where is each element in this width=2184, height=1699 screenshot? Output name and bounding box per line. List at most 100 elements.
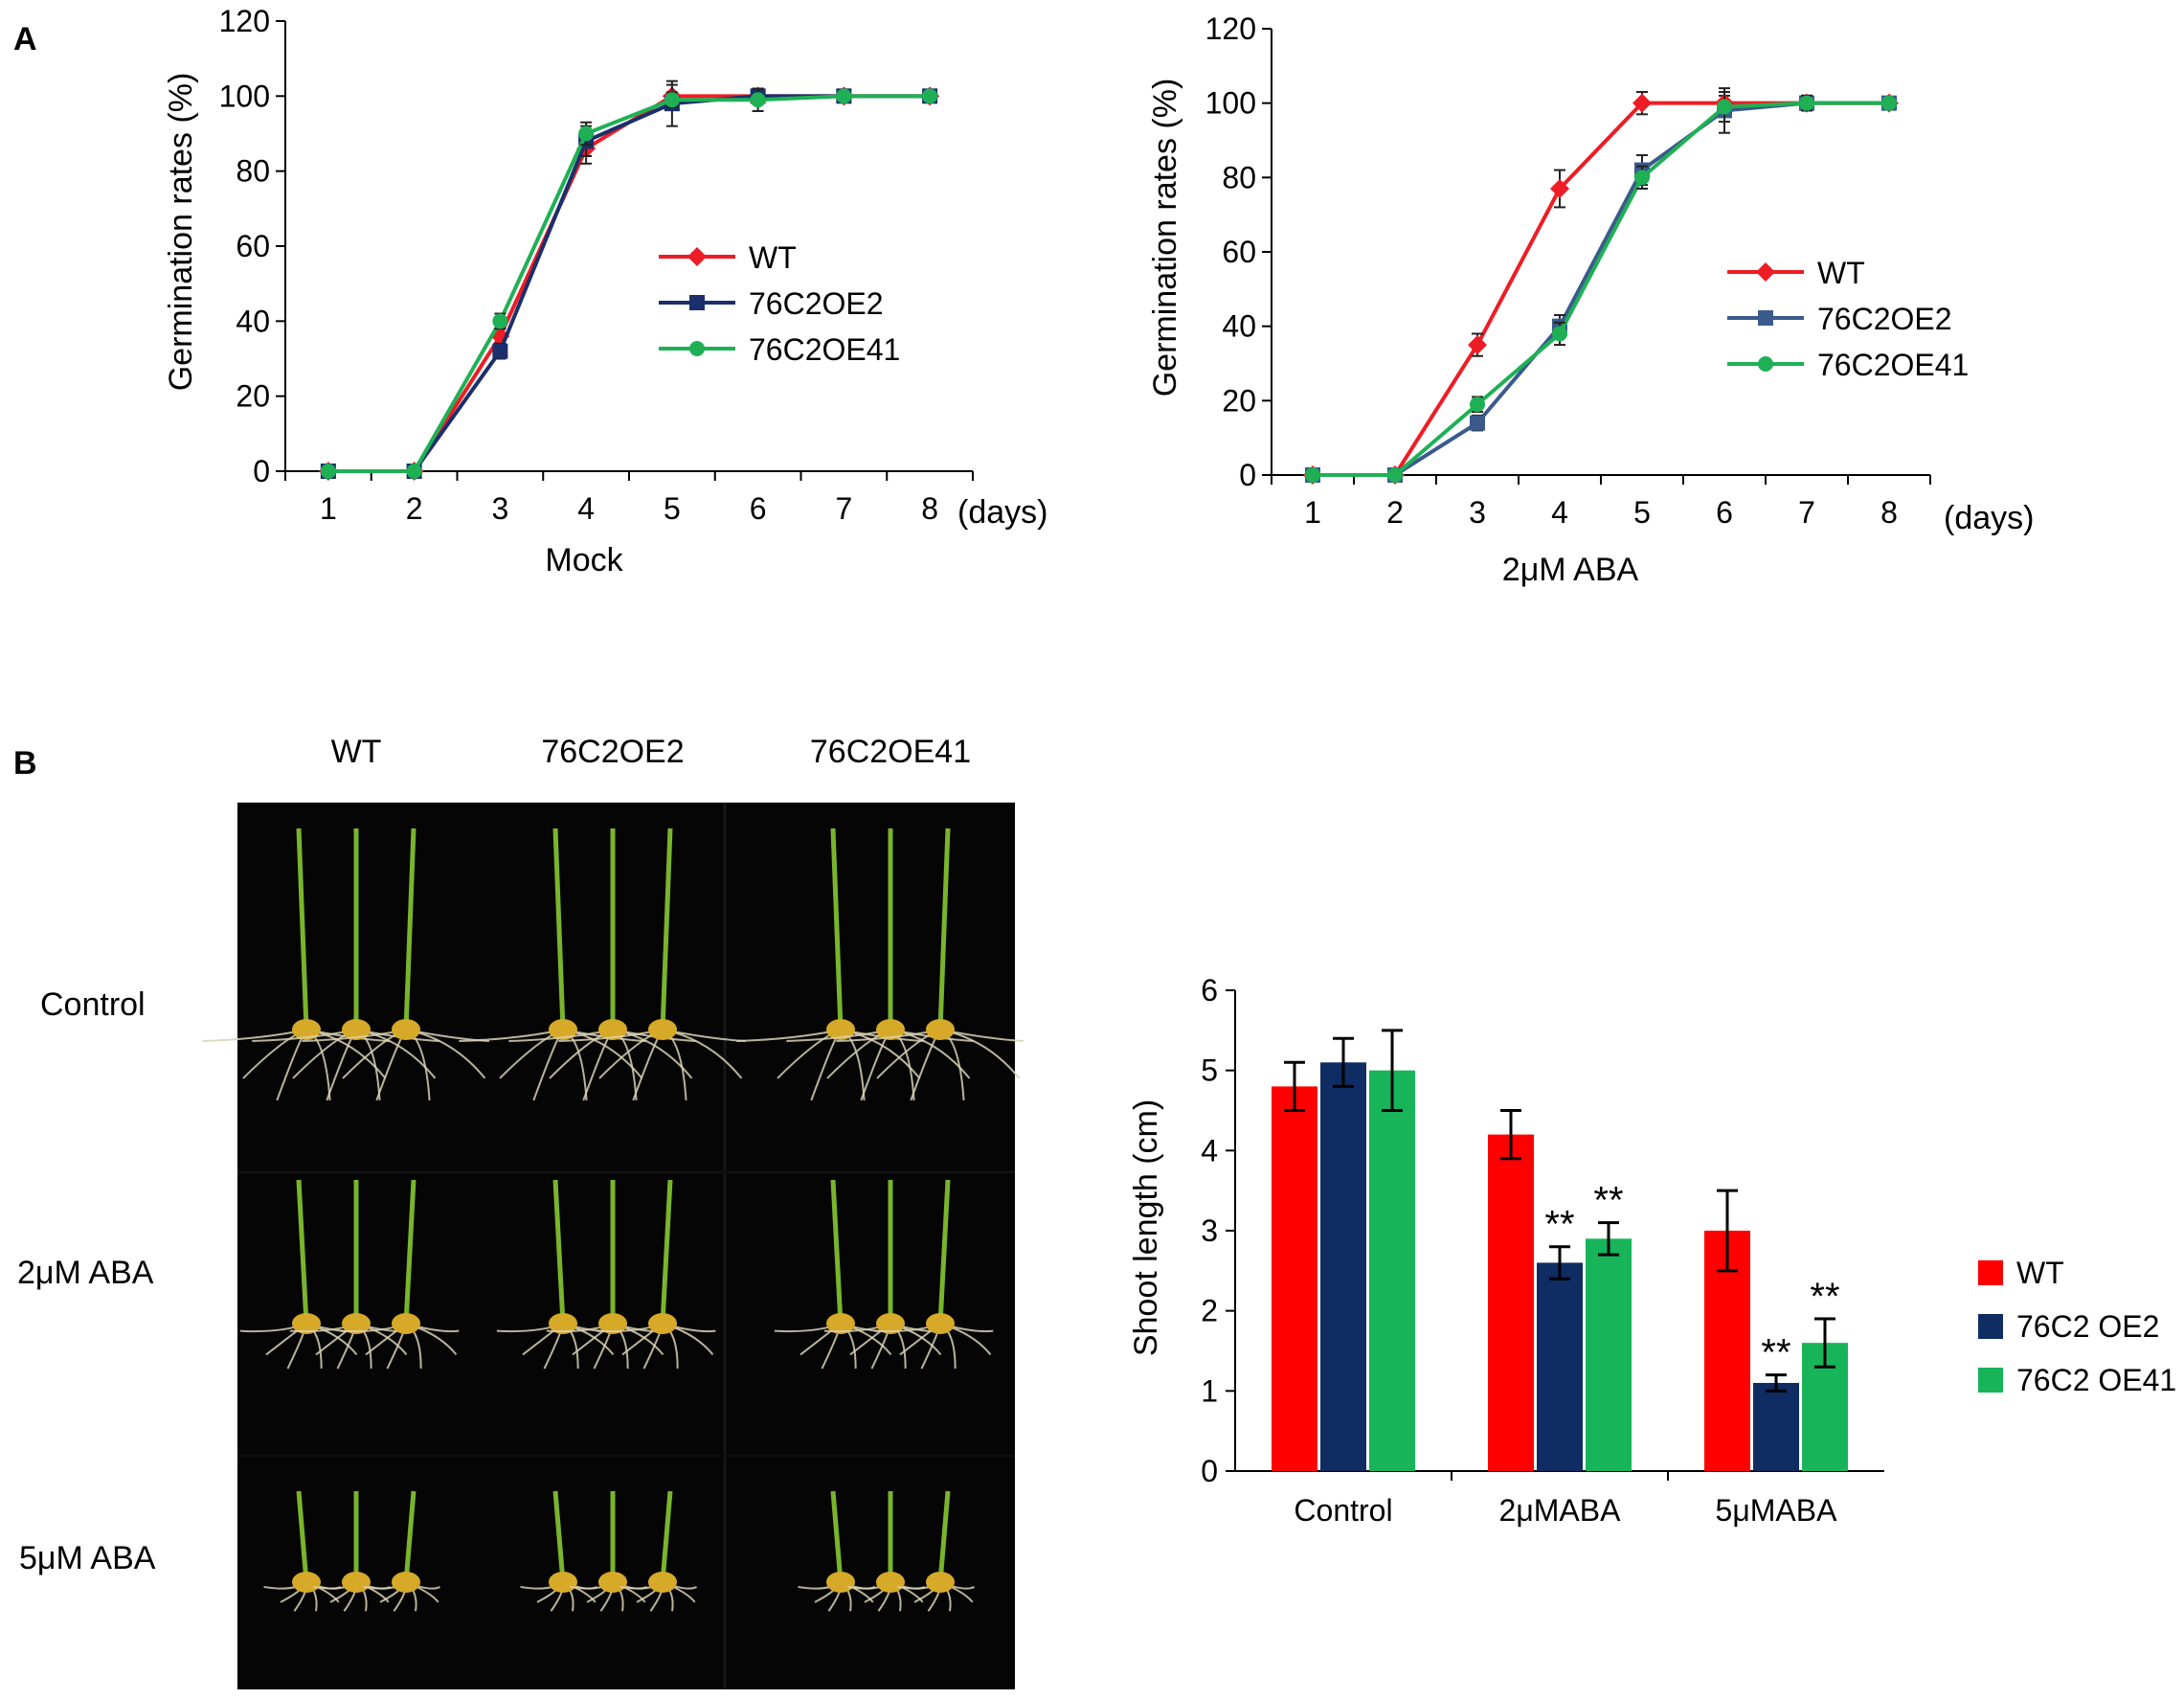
seed xyxy=(342,1313,371,1334)
y-tick-label: 2 xyxy=(1201,1294,1218,1328)
legend-label-1: 76C2 OE2 xyxy=(2016,1309,2159,1344)
seed xyxy=(292,1572,321,1593)
seed xyxy=(876,1019,905,1040)
bar-2 xyxy=(1586,1238,1632,1471)
seed xyxy=(926,1572,955,1593)
data-point-2 xyxy=(922,88,938,104)
legend-label-2: 76C2OE41 xyxy=(749,332,900,367)
data-point-2 xyxy=(1387,467,1403,483)
data-point-0 xyxy=(1550,178,1569,198)
seedling-shoot xyxy=(403,827,417,1031)
seed xyxy=(392,1572,420,1593)
seed xyxy=(549,1019,577,1040)
data-point-2 xyxy=(1717,99,1732,115)
seed xyxy=(549,1572,577,1593)
x-tick-label: 2 xyxy=(406,491,423,526)
bar-1 xyxy=(1753,1382,1799,1471)
x-tick-label: 4 xyxy=(577,491,595,526)
legend-swatch-2 xyxy=(1978,1368,2003,1393)
seed xyxy=(876,1572,905,1593)
data-point-2 xyxy=(1305,467,1320,483)
seedling-shoot xyxy=(552,1179,566,1325)
seed xyxy=(392,1313,420,1334)
data-point-2 xyxy=(492,313,508,329)
y-tick-label: 1 xyxy=(1201,1373,1218,1408)
data-point-2 xyxy=(1634,170,1650,186)
x-tick-label: 5 xyxy=(1633,495,1651,530)
photo-row-label-2um-aba: 2μM ABA xyxy=(17,1255,154,1291)
data-point-2 xyxy=(578,125,595,142)
legend-swatch-1 xyxy=(1978,1314,2003,1339)
seed xyxy=(598,1019,627,1040)
chart2-xlabel: 2μM ABA xyxy=(1502,552,1639,588)
seedling-shoot xyxy=(937,1179,951,1325)
y-tick-label: 60 xyxy=(236,229,270,263)
legend-marker-2 xyxy=(689,341,705,356)
seed xyxy=(926,1019,955,1040)
germination-chart-aba: Germination rates (%) 2μM ABA (days) 0 20… xyxy=(1147,11,2034,588)
seed xyxy=(648,1313,677,1334)
seed xyxy=(826,1313,855,1334)
chart1-xlabel: Mock xyxy=(545,542,623,578)
series-line-0 xyxy=(327,94,931,473)
significance-label: ** xyxy=(1593,1180,1623,1222)
y-tick-label: 60 xyxy=(1222,235,1256,269)
significance-label: ** xyxy=(1810,1276,1839,1318)
series-line-2 xyxy=(327,94,931,473)
chart2-xunit: (days) xyxy=(1944,500,2034,536)
bar-2 xyxy=(1369,1070,1415,1471)
series-line-0 xyxy=(1313,101,1889,477)
y-tick-label: 40 xyxy=(236,304,270,338)
legend-label-2: 76C2 OE41 xyxy=(2016,1363,2176,1397)
x-tick-label: 7 xyxy=(835,491,852,526)
bar-1 xyxy=(1537,1262,1583,1471)
y-tick-label: 100 xyxy=(219,79,270,113)
bar-0 xyxy=(1488,1134,1534,1471)
y-tick-label: 4 xyxy=(1201,1133,1218,1167)
chart1-ylabel: Germination rates (%) xyxy=(163,73,199,392)
x-tick-label: 3 xyxy=(491,491,508,526)
legend-label-0: WT xyxy=(749,240,797,275)
y-tick-label: 0 xyxy=(1239,458,1256,492)
legend-label-0: WT xyxy=(1817,256,1865,290)
x-tick-label: 2μMABA xyxy=(1499,1493,1622,1528)
data-point-0 xyxy=(1468,335,1487,355)
data-point-0 xyxy=(1632,93,1652,113)
data-point-2 xyxy=(320,464,336,479)
legend-swatch-0 xyxy=(1978,1260,2003,1285)
germination-chart-mock: Germination rates (%) Mock (days) 0 20 40 6… xyxy=(163,4,1047,578)
x-tick-label: 5μMABA xyxy=(1716,1493,1838,1528)
y-tick-label: 40 xyxy=(1222,309,1256,344)
seedling-shoot xyxy=(296,1179,309,1325)
photo-col-label-wt: WT xyxy=(331,734,382,770)
chart1-xunit: (days) xyxy=(957,494,1047,531)
seed xyxy=(342,1572,371,1593)
series-line-1 xyxy=(327,94,931,473)
x-tick-label: 2 xyxy=(1386,495,1404,530)
legend-label-1: 76C2OE2 xyxy=(749,286,884,321)
significance-label: ** xyxy=(1544,1204,1574,1246)
data-point-2 xyxy=(664,92,680,108)
y-tick-label: 100 xyxy=(1205,86,1256,121)
seedling-shoot xyxy=(830,1179,844,1325)
legend-label-1: 76C2OE2 xyxy=(1817,302,1952,336)
y-tick-label: 20 xyxy=(1222,383,1256,418)
legend-marker-0 xyxy=(687,247,707,266)
chart3-ylabel: Shoot length (cm) xyxy=(1128,1099,1164,1356)
y-tick-label: 20 xyxy=(236,379,270,414)
data-point-2 xyxy=(836,88,852,104)
y-tick-label: 0 xyxy=(253,454,270,488)
seedling-photo-panel: WT 76C2OE2 76C2OE41 Control 2μM ABA 5μM … xyxy=(17,734,1024,1689)
seed xyxy=(826,1019,855,1040)
data-point-2 xyxy=(1881,95,1897,111)
y-tick-label: 120 xyxy=(1205,11,1256,46)
seedling-shoot xyxy=(660,1179,673,1325)
y-tick-label: 80 xyxy=(236,154,270,189)
x-tick-label: 6 xyxy=(750,491,767,526)
x-tick-label: 4 xyxy=(1551,495,1568,530)
seed xyxy=(549,1313,577,1334)
data-point-2 xyxy=(406,464,422,479)
legend-marker-1 xyxy=(1758,310,1773,326)
legend-label-0: WT xyxy=(2016,1256,2064,1290)
